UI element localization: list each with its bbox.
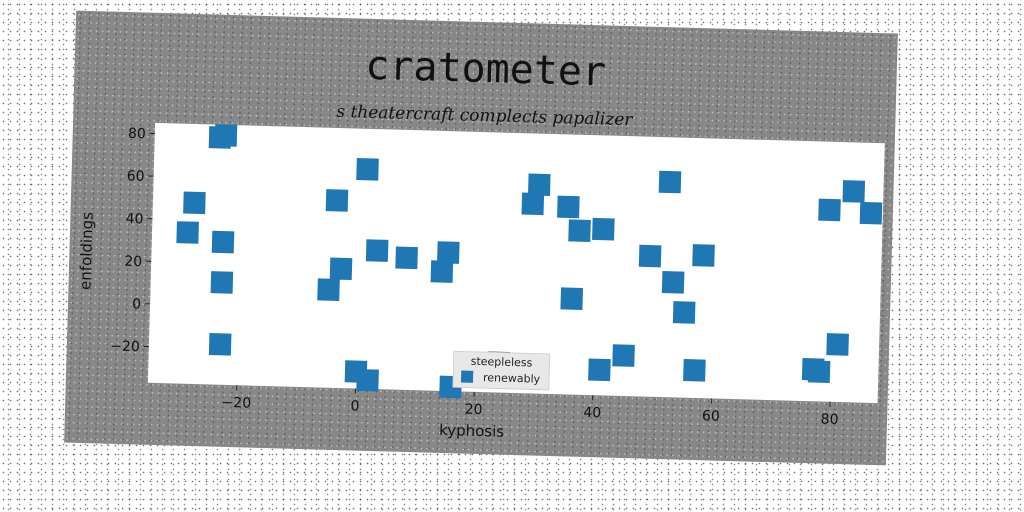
legend-marker	[461, 371, 473, 383]
data-point	[639, 245, 662, 268]
data-point	[528, 173, 551, 196]
data-point	[437, 241, 460, 264]
data-point	[692, 244, 715, 267]
chart-subtitle: s theatercraft complects papalizer	[336, 102, 634, 130]
y-tick-label: 60	[127, 168, 145, 184]
scatter-chart: cratometer s theatercraft complects papa…	[64, 11, 898, 466]
data-point	[826, 333, 849, 356]
y-tick-label: −20	[110, 338, 140, 355]
data-point	[560, 287, 583, 310]
data-point	[431, 260, 454, 283]
data-point	[211, 271, 234, 294]
data-point	[568, 219, 591, 242]
data-point	[209, 333, 232, 356]
figure: cratometer s theatercraft complects papa…	[64, 11, 898, 466]
data-point	[356, 369, 379, 392]
y-axis-ticks: −20 0 20 40 60 80	[110, 125, 155, 355]
data-point	[673, 301, 696, 324]
data-point	[317, 278, 340, 301]
x-tick-label: 60	[702, 408, 720, 424]
x-axis-label: kyphosis	[439, 421, 505, 441]
data-point	[557, 196, 580, 219]
legend-title: steepleless	[471, 355, 533, 370]
data-point	[592, 218, 615, 241]
y-tick-label: 80	[128, 126, 146, 142]
data-point	[659, 171, 682, 194]
data-point	[808, 360, 831, 383]
data-point	[522, 192, 545, 215]
x-tick-label: 40	[583, 405, 601, 421]
data-point	[183, 192, 206, 215]
y-tick-label: 40	[125, 211, 143, 227]
y-axis-label: enfoldings	[76, 212, 96, 291]
data-point	[818, 199, 841, 222]
data-point	[366, 239, 389, 262]
data-point	[588, 358, 611, 381]
legend: steepleless renewably	[453, 351, 550, 390]
data-point	[176, 221, 199, 244]
data-point	[330, 257, 353, 280]
data-point	[612, 344, 635, 367]
x-tick-label: 80	[820, 412, 838, 428]
data-point	[326, 189, 349, 212]
data-point	[395, 246, 418, 269]
y-tick-label: 0	[132, 296, 141, 312]
y-tick-label: 20	[124, 254, 142, 270]
x-tick-label: 0	[350, 398, 359, 414]
data-point	[662, 271, 685, 294]
x-tick-label: −20	[221, 395, 251, 412]
chart-title: cratometer	[365, 43, 607, 96]
legend-label: renewably	[483, 371, 541, 386]
data-point	[842, 180, 865, 203]
data-point	[860, 202, 883, 225]
x-tick-label: 20	[464, 402, 482, 418]
data-point	[215, 124, 238, 147]
data-point	[356, 158, 379, 181]
data-point	[212, 231, 235, 254]
data-point	[683, 359, 706, 382]
